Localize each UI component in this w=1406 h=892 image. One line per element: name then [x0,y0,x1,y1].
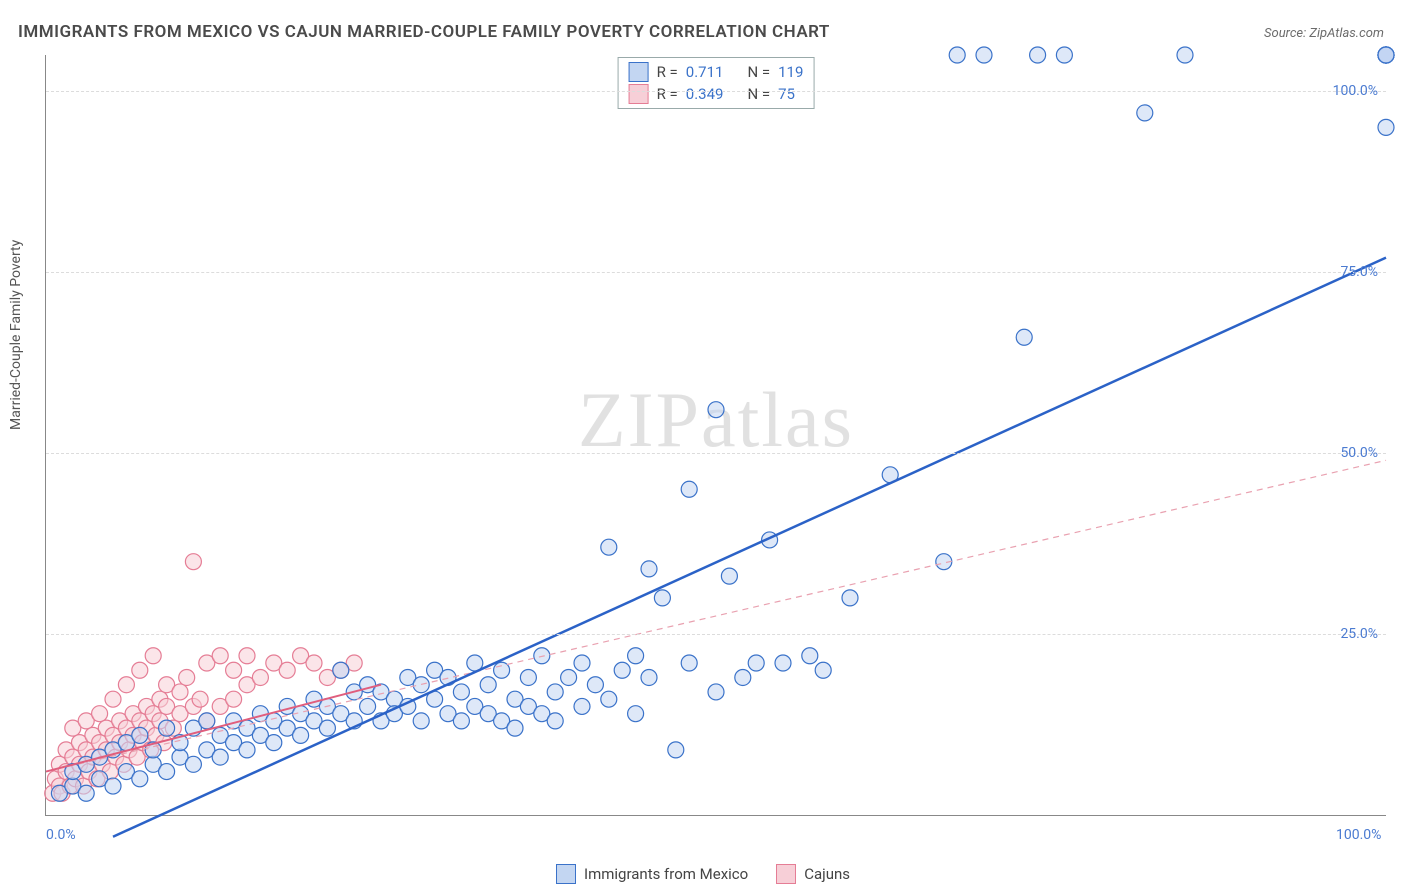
x-tick-label: 0.0% [46,827,76,843]
scatter-svg [46,55,1386,815]
gridline [46,272,1386,273]
y-tick-label: 100.0% [1333,83,1378,99]
x-tick-label: 100.0% [1336,827,1381,843]
y-tick-label: 50.0% [1340,445,1378,461]
swatch-pink-icon [776,864,796,884]
gridline [46,453,1386,454]
legend-item-mexico: Immigrants from Mexico [556,864,748,884]
y-tick-label: 75.0% [1340,264,1378,280]
y-tick-label: 25.0% [1340,626,1378,642]
swatch-blue-icon [556,864,576,884]
gridline [46,634,1386,635]
series-legend: Immigrants from Mexico Cajuns [556,864,850,884]
legend-item-cajuns: Cajuns [776,864,850,884]
source-attribution: Source: ZipAtlas.com [1264,26,1384,41]
y-axis-label: Married-Couple Family Poverty [8,240,24,430]
plot-area: ZIPatlas R = 0.711 N = 119 R = 0.349 N =… [45,55,1386,816]
chart-title: IMMIGRANTS FROM MEXICO VS CAJUN MARRIED-… [18,22,830,42]
gridline [46,91,1386,92]
